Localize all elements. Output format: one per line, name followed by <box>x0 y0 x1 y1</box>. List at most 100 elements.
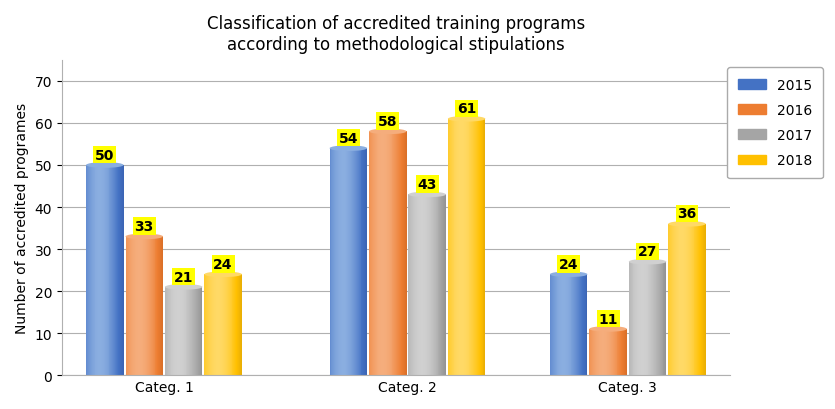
Bar <box>483 119 484 375</box>
Bar <box>678 224 679 375</box>
Bar <box>638 262 639 375</box>
Bar <box>401 132 402 375</box>
Bar <box>187 287 189 375</box>
Bar <box>384 132 385 375</box>
Bar <box>374 132 375 375</box>
Bar <box>330 149 331 375</box>
Bar <box>475 119 476 375</box>
Bar <box>112 166 114 375</box>
Bar <box>146 237 147 375</box>
Bar <box>154 237 155 375</box>
Bar <box>194 287 195 375</box>
Bar <box>482 119 483 375</box>
Bar <box>571 274 573 375</box>
Bar <box>337 149 338 375</box>
Bar <box>568 274 569 375</box>
Bar <box>617 329 619 375</box>
Bar <box>450 119 451 375</box>
Bar <box>562 274 563 375</box>
Bar <box>135 237 136 375</box>
Bar <box>425 195 426 375</box>
Bar <box>673 224 674 375</box>
Bar <box>161 237 162 375</box>
Bar <box>345 149 346 375</box>
Bar <box>93 166 94 375</box>
Bar <box>574 274 575 375</box>
Bar <box>421 195 422 375</box>
Bar <box>220 274 221 375</box>
Bar <box>661 262 662 375</box>
Bar <box>347 149 348 375</box>
Text: 58: 58 <box>378 115 397 129</box>
Bar <box>702 224 703 375</box>
Bar <box>175 287 176 375</box>
Bar <box>682 224 683 375</box>
Ellipse shape <box>369 129 407 135</box>
Bar <box>569 274 570 375</box>
Bar <box>224 274 225 375</box>
Bar <box>575 274 576 375</box>
Bar <box>365 149 366 375</box>
Ellipse shape <box>448 373 485 377</box>
Bar <box>435 195 436 375</box>
Bar <box>428 195 429 375</box>
Bar <box>578 274 579 375</box>
Bar <box>597 329 598 375</box>
Bar <box>363 149 364 375</box>
Bar <box>600 329 601 375</box>
Bar <box>394 132 395 375</box>
Bar <box>642 262 643 375</box>
Bar <box>125 237 126 375</box>
Bar <box>582 274 583 375</box>
Bar <box>697 224 698 375</box>
Bar <box>192 287 193 375</box>
Bar <box>170 287 171 375</box>
Bar <box>372 132 374 375</box>
Bar <box>389 132 390 375</box>
Bar <box>214 274 215 375</box>
Ellipse shape <box>629 259 666 265</box>
Bar <box>694 224 695 375</box>
Bar <box>598 329 599 375</box>
Bar <box>468 119 469 375</box>
Bar <box>603 329 604 375</box>
Bar <box>153 237 154 375</box>
Bar <box>408 195 409 375</box>
Ellipse shape <box>86 373 124 377</box>
Bar <box>217 274 219 375</box>
Bar <box>641 262 642 375</box>
Bar <box>552 274 553 375</box>
Bar <box>554 274 555 375</box>
Bar <box>615 329 616 375</box>
Bar <box>593 329 594 375</box>
Bar <box>473 119 474 375</box>
Bar <box>579 274 580 375</box>
Bar <box>208 274 209 375</box>
Bar <box>430 195 431 375</box>
Bar <box>104 166 105 375</box>
Bar <box>436 195 437 375</box>
Bar <box>159 237 160 375</box>
Bar <box>386 132 387 375</box>
Bar <box>397 132 398 375</box>
Bar <box>608 329 609 375</box>
Bar <box>417 195 418 375</box>
Bar <box>690 224 691 375</box>
Ellipse shape <box>330 146 367 152</box>
Text: 24: 24 <box>214 257 233 271</box>
Bar <box>423 195 424 375</box>
Bar <box>565 274 566 375</box>
Bar <box>419 195 420 375</box>
Bar <box>409 195 410 375</box>
Bar <box>121 166 122 375</box>
Bar <box>107 166 108 375</box>
Bar <box>240 274 242 375</box>
Bar <box>91 166 92 375</box>
Bar <box>364 149 365 375</box>
Bar <box>387 132 389 375</box>
Bar <box>455 119 457 375</box>
Bar <box>564 274 565 375</box>
Bar <box>151 237 152 375</box>
Bar <box>137 237 138 375</box>
Bar <box>561 274 562 375</box>
